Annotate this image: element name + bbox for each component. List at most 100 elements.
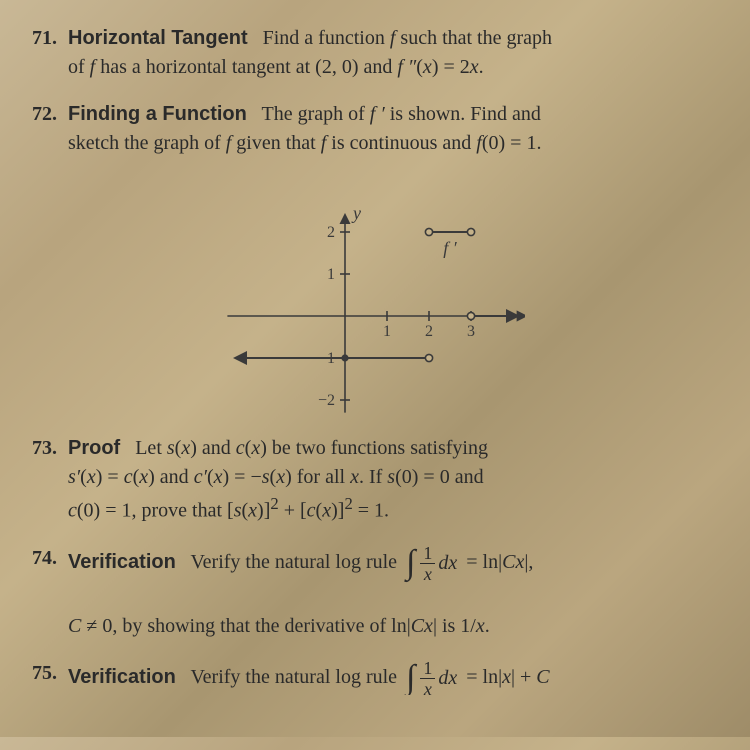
var-x: x: [350, 466, 359, 488]
var-Cx: Cx: [502, 551, 524, 573]
problem-text: ≠ 0, by showing that the derivative of l…: [81, 615, 410, 637]
var-sp: s′: [68, 466, 80, 488]
var-x: x: [476, 615, 485, 637]
denominator: x: [424, 564, 432, 583]
var-x: x: [248, 500, 257, 522]
problem-73: 73. Proof Let s(x) and c(x) be two funct…: [32, 434, 718, 526]
problem-text: .: [479, 56, 484, 78]
var-x: x: [423, 56, 432, 78]
problem-text: Verify the natural log rule: [190, 551, 402, 573]
problem-text: ) and: [190, 437, 236, 459]
var-s: s: [262, 466, 270, 488]
problem-text: (: [80, 466, 87, 488]
var-c: c: [124, 466, 133, 488]
var-x: x: [276, 466, 285, 488]
problem-text: has a horizontal tangent at (2, 0) and: [95, 56, 397, 78]
var-c: c: [307, 500, 316, 522]
problem-text: | is 1/: [433, 615, 476, 637]
problem-text: = ln|: [466, 666, 502, 688]
var-s: s: [387, 466, 395, 488]
problem-text: .: [485, 615, 490, 637]
svg-text:3: 3: [467, 323, 475, 340]
problem-number: 72.: [32, 100, 57, 129]
problem-text: )]: [257, 500, 270, 522]
svg-text:1: 1: [327, 266, 335, 283]
exponent: 2: [270, 494, 278, 513]
svg-text:2: 2: [327, 224, 335, 241]
problem-number: 74.: [32, 544, 57, 573]
derivative-graph: yx21−1−2123f ′: [225, 176, 525, 416]
problem-text: is continuous and: [326, 132, 476, 154]
var-x: x: [470, 56, 479, 78]
problem-text: (0) = 1.: [482, 132, 542, 154]
problem-text: sketch the graph of: [68, 132, 226, 154]
problem-text: (0) = 1, prove that [: [77, 500, 234, 522]
problem-text: + [: [279, 500, 307, 522]
var-fpp: f ″: [397, 56, 416, 78]
problem-text: = ln|: [466, 551, 502, 573]
var-C: C: [536, 666, 549, 688]
numerator: 1: [420, 544, 435, 564]
problem-title: Verification: [68, 666, 176, 688]
svg-text:y: y: [351, 203, 361, 223]
var-Cx: Cx: [411, 615, 433, 637]
var-x: x: [502, 666, 511, 688]
problem-title: Proof: [68, 437, 120, 459]
problem-title: Finding a Function: [68, 103, 247, 125]
problem-75: 75. Verification Verify the natural log …: [32, 659, 718, 695]
problem-text: (0) = 0 and: [395, 466, 483, 488]
problem-74: 74. Verification Verify the natural log …: [32, 544, 718, 641]
problem-text: ) = −: [223, 466, 262, 488]
problem-text: (: [207, 466, 214, 488]
problem-text: = 1.: [353, 500, 389, 522]
problem-number: 71.: [32, 24, 57, 53]
problem-number: 75.: [32, 659, 57, 688]
exponent: 2: [344, 494, 352, 513]
graph-container: yx21−1−2123f ′: [32, 176, 718, 416]
var-cp: c′: [194, 466, 207, 488]
numerator: 1: [420, 659, 435, 679]
problem-text: ) for all: [285, 466, 350, 488]
problem-text: is shown. Find and: [385, 103, 541, 125]
problem-71: 71. Horizontal Tangent Find a function f…: [32, 24, 718, 82]
var-C: C: [68, 615, 81, 637]
var-x: x: [139, 466, 148, 488]
problem-text: Find a function: [263, 27, 390, 49]
svg-text:f ′: f ′: [443, 238, 458, 258]
problem-text: Verify the natural log rule: [190, 666, 402, 688]
problem-text: Let: [135, 437, 167, 459]
problem-text: ) be two functions satisfying: [260, 437, 488, 459]
var-dx: dx: [438, 549, 457, 578]
problem-title: Horizontal Tangent: [68, 27, 248, 49]
problem-72: 72. Finding a Function The graph of f ′ …: [32, 100, 718, 158]
var-dx: dx: [438, 664, 457, 693]
problem-text: ) and: [148, 466, 194, 488]
var-x: x: [87, 466, 96, 488]
problem-title: Verification: [68, 551, 176, 573]
integral-icon: ∫: [406, 661, 415, 695]
fraction: 1 x: [420, 544, 435, 583]
problem-text: )]: [331, 500, 344, 522]
problem-text: (: [416, 56, 423, 78]
svg-text:1: 1: [383, 323, 391, 340]
problem-text: such that the graph: [395, 27, 552, 49]
var-x: x: [322, 500, 331, 522]
var-c: c: [236, 437, 245, 459]
problem-text: of: [68, 56, 90, 78]
svg-text:−2: −2: [318, 392, 335, 409]
integral-expression: ∫ 1 x dx: [406, 544, 457, 583]
problem-number: 73.: [32, 434, 57, 463]
problem-text: given that: [231, 132, 320, 154]
var-x: x: [214, 466, 223, 488]
problem-text: The graph of: [262, 103, 370, 125]
problem-text: |,: [524, 551, 533, 573]
integral-icon: ∫: [406, 546, 415, 580]
var-s: s: [167, 437, 175, 459]
var-x: x: [251, 437, 260, 459]
problem-text: ) = 2: [432, 56, 470, 78]
problem-text: | +: [511, 666, 536, 688]
fraction: 1 x: [420, 659, 435, 695]
svg-text:2: 2: [425, 323, 433, 340]
denominator: x: [424, 679, 432, 695]
var-c: c: [68, 500, 77, 522]
